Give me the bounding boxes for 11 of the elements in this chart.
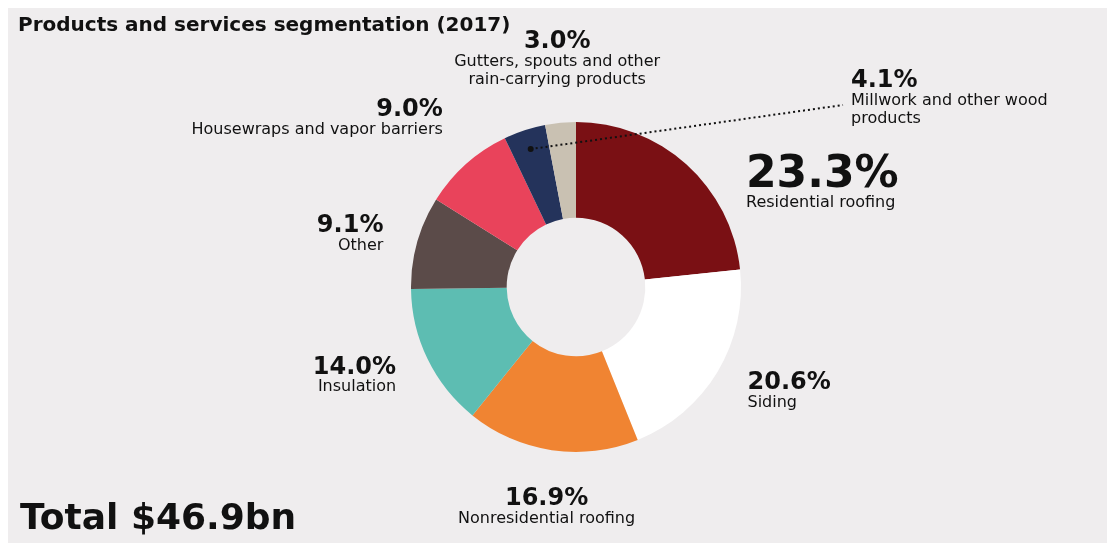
donut-slice bbox=[545, 122, 576, 219]
text: Total $46.9bn bbox=[20, 496, 297, 537]
donut-slice bbox=[504, 124, 564, 225]
slice-label: Residential roofing bbox=[746, 192, 896, 212]
donut-slice bbox=[411, 287, 533, 416]
donut-slice bbox=[472, 340, 638, 452]
chart-title: Products and services segmentation (2017) bbox=[18, 12, 511, 36]
donut-slice bbox=[601, 269, 741, 441]
donut-slice bbox=[411, 199, 518, 290]
donut-slice bbox=[576, 122, 741, 280]
donut-slice bbox=[436, 138, 547, 251]
